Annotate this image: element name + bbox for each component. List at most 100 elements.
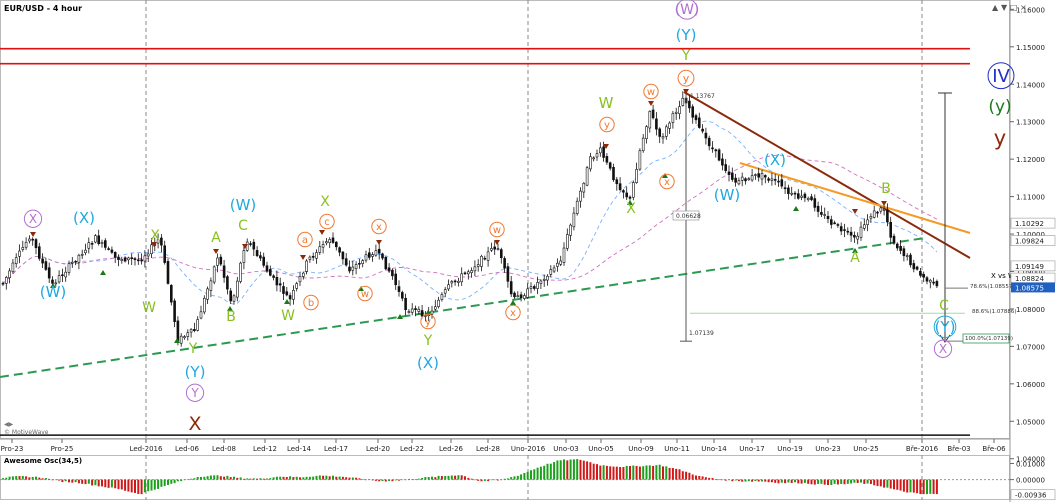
wave-label: A [850,250,860,266]
osc-bar [464,476,466,480]
x-tick-label: Uno-17 [739,445,764,453]
candle-body [51,279,54,284]
osc-bar [912,479,915,493]
candle-body [513,292,516,298]
candle-body [120,259,124,261]
osc-bar [615,466,618,480]
candle-body [651,109,655,119]
annotation-text: 88.6%(1.07886) [972,309,1017,315]
osc-bar [701,476,704,480]
osc-bar [675,468,678,480]
candle-body [909,254,912,266]
wave-label: X [939,342,947,356]
osc-bar [685,471,688,480]
candle-body [318,246,322,253]
candle-body [433,306,437,310]
osc-bar [516,475,519,480]
maximize-icon[interactable]: □ [1010,3,1018,12]
osc-bar [180,479,183,482]
osc-bar [526,471,529,480]
candle-body [529,286,533,289]
wave-label-circle [676,0,698,20]
osc-bar [134,479,136,493]
osc-bar [853,479,856,483]
candle-body [724,164,728,171]
candle-body [400,292,404,299]
candle-body [239,262,242,282]
candle-body [364,254,368,261]
price-tick-label: 1.10000 [1016,231,1045,239]
pivot-marker [30,232,36,237]
osc-bar [160,479,163,487]
osc-bar [312,476,315,480]
candle-body [582,182,586,193]
osc-bar [41,478,44,480]
osc-bar [734,479,737,481]
candle-body [648,111,652,129]
price-tag-label: 1.08824 [1015,275,1044,283]
candle-body [361,260,365,264]
osc-bar [935,479,938,495]
candle-body [668,122,671,129]
osc-bar [437,475,440,480]
osc-bar [836,479,839,485]
collapse-icon[interactable]: ◀▶ [4,421,14,428]
candle-body [598,147,602,154]
osc-bar [556,460,559,480]
pivot-marker [494,240,500,245]
osc-bar [457,475,460,480]
osc-bar [688,472,691,480]
osc-bar [213,475,216,480]
levels-layer [0,47,970,436]
candle-body [483,257,487,260]
candle-body [67,263,71,273]
osc-bar [803,479,806,483]
osc-bar [737,479,740,482]
wave-label-circle [420,313,436,330]
osc-bar [605,465,608,480]
osc-bar [209,475,212,480]
osc-bar [256,478,259,480]
osc-bar [932,479,935,494]
osc-bar [612,466,615,480]
osc-bar [239,477,242,480]
candle-body [308,256,312,260]
candle-body [417,308,421,312]
chevron-up-icon[interactable]: ▲ [992,3,999,12]
osc-bar [619,467,622,480]
axes: 1.16000 1.15000 1.14000 1.13000 1.12000 1.110… [0,6,1056,464]
candle-body [820,212,823,215]
candle-body [255,250,259,257]
wave-label: (X) [73,209,95,227]
osc-bar [629,466,631,480]
candle-body [57,275,61,283]
osc-bar [355,477,358,480]
close-icon[interactable]: × [1020,3,1027,12]
candle-body [694,115,698,121]
osc-bar [68,479,70,483]
osc-bar [21,475,24,480]
pivot-marker [300,255,306,260]
candle-body [810,196,813,201]
osc-bar [163,479,166,486]
candle-body [499,249,503,259]
osc-bar [170,479,173,484]
chevron-down-icon[interactable]: ▼ [1001,3,1008,12]
pivot-marker [397,314,403,319]
wave-label: C [939,298,949,314]
candle-body [348,266,351,272]
candle-body [496,248,500,250]
wave-label: (W) [40,283,67,301]
candle-body [727,171,731,175]
candle-body [612,167,615,181]
current-price-label: 1.08575 [1015,284,1044,292]
candle-body [133,258,137,261]
x-tick-label: Led-17 [324,445,348,453]
osc-bar [440,476,443,480]
candle-body [919,270,922,276]
candle-body [44,261,48,270]
osc-bar [582,460,585,480]
osc-bar [708,477,711,480]
osc-bar [513,476,516,480]
